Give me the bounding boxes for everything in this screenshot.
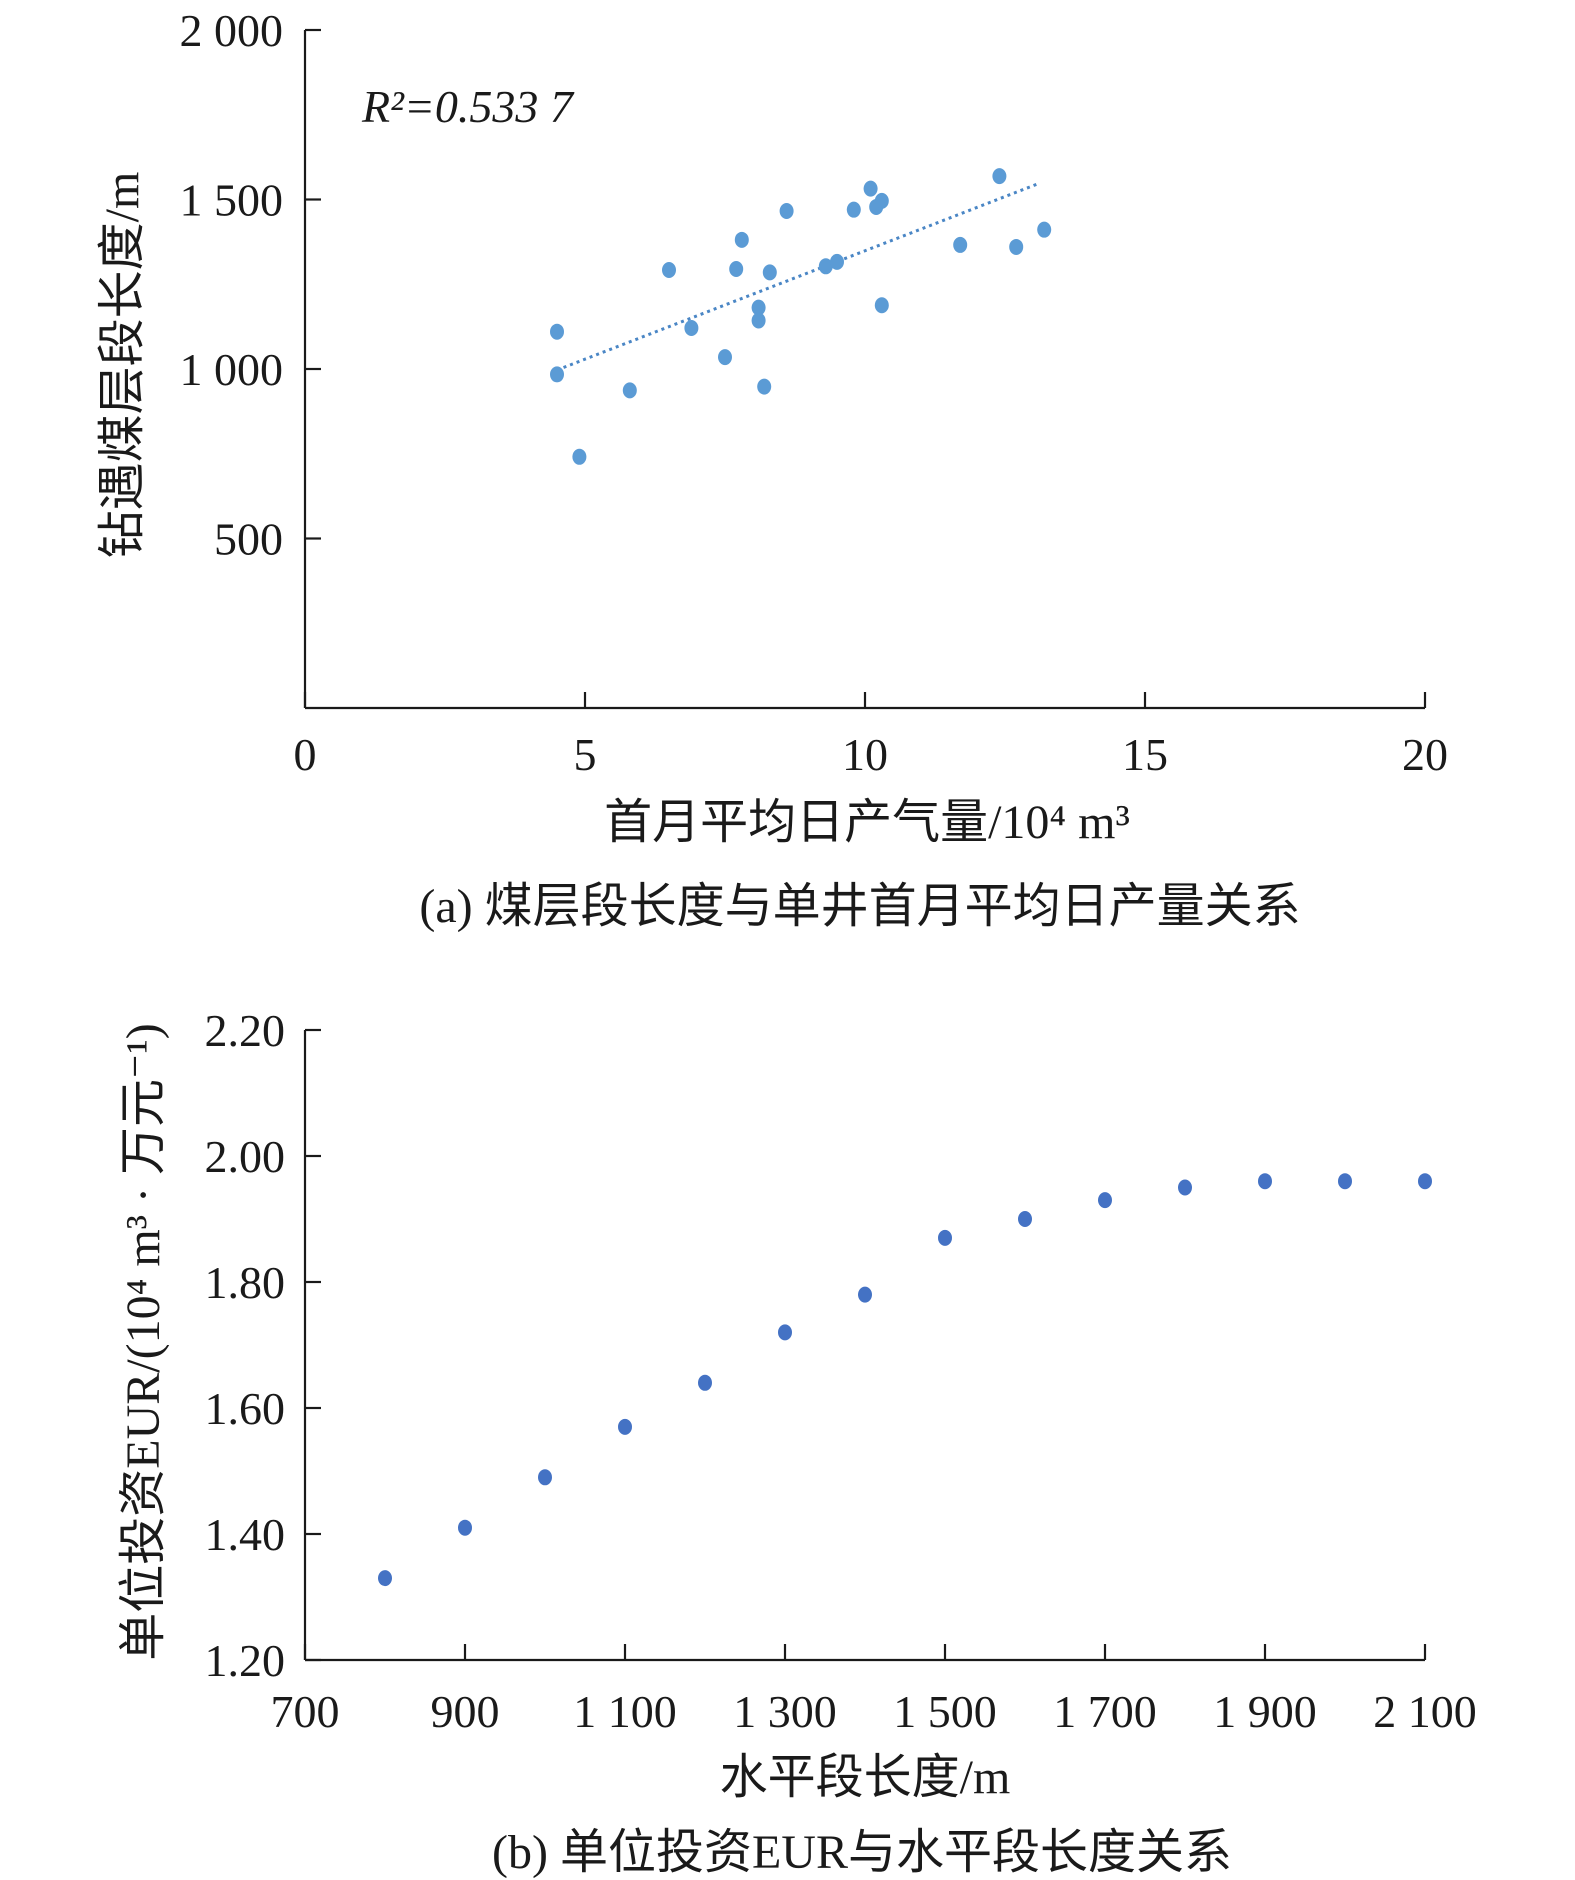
chart-b-ylabel: 单位投资EUR/(10⁴ m³ · 万元⁻¹) [117,1023,170,1660]
chart-a-y-tick-label: 500 [214,514,283,565]
chart-a-point [992,168,1007,185]
chart-a-points [550,168,1052,465]
chart-a-point [863,180,878,197]
chart-b: 700 900 1 100 1 300 1 500 1 700 1 900 2 100 1.20… [117,1005,1477,1879]
chart-a-point [734,231,749,248]
chart-b-point [1018,1211,1032,1227]
chart-a-point [729,260,744,277]
chart-b-y-tick-label: 1.60 [205,1383,286,1434]
chart-a-point [874,192,889,209]
chart-b-x-tick-label: 2 100 [1373,1686,1477,1737]
chart-b-point [618,1418,632,1435]
chart-b-caption: (b) 单位投资EUR与水平段长度关系 [492,1826,1232,1879]
chart-b-point [378,1570,392,1587]
chart-a-trendline [556,182,1040,372]
chart-a-point [718,349,732,366]
chart-a-point [622,382,637,399]
chart-b-y-tick-label: 1.40 [205,1509,286,1560]
chart-a-point [779,203,794,220]
chart-b-x-tick-label: 700 [271,1686,340,1737]
chart-a-point [572,448,587,465]
chart-b-x-tick-label: 900 [431,1686,500,1737]
chart-b-x-tick-label: 1 900 [1213,1686,1317,1737]
chart-b-y-tick-label: 1.80 [205,1257,286,1308]
chart-b-point [1418,1173,1432,1190]
chart-b-point [538,1469,552,1486]
chart-a-x-tick-label: 10 [842,729,888,780]
chart-a-y-tick-label: 2 000 [180,5,284,56]
chart-a-point [662,262,676,279]
chart-b-ticks: 700 900 1 100 1 300 1 500 1 700 1 900 2 100 1.20… [205,1005,1477,1737]
chart-a-x-tick-label: 5 [574,729,597,780]
chart-a-ticks: 0 5 10 15 20 500 1 000 1 500 2 000 [180,5,1449,780]
chart-b-x-tick-label: 1 700 [1053,1686,1157,1737]
chart-a-point [757,378,772,395]
chart-b-x-tick-label: 1 300 [733,1686,837,1737]
chart-b-axes [303,1030,1425,1662]
chart-a-point [751,312,766,329]
chart-a-point [1037,221,1052,238]
chart-b-point [1258,1173,1272,1190]
chart-b-point [938,1229,952,1246]
chart-b-xlabel: 水平段长度/m [720,1751,1011,1804]
chart-a-caption: (a) 煤层段长度与单井首月平均日产量关系 [419,880,1300,933]
chart-a-point [846,201,861,218]
chart-b-y-tick-label: 1.20 [205,1635,286,1686]
chart-a-x-tick-label: 20 [1402,729,1448,780]
chart-b-point [858,1286,872,1303]
chart-b-y-tick-label: 2.20 [205,1005,286,1056]
chart-a-ylabel: 钻遇煤层段长度/m [96,172,149,559]
chart-b-point [778,1324,792,1341]
chart-b-y-tick-label: 2.00 [205,1131,286,1182]
chart-b-x-tick-label: 1 100 [573,1686,677,1737]
chart-a-point [762,264,777,281]
chart-a-point [1009,238,1024,255]
chart-b-point [1098,1192,1112,1209]
chart-a-y-tick-label: 1 000 [180,344,284,395]
chart-b-point [1338,1173,1352,1190]
chart-b-point [458,1519,472,1536]
chart-a-point [550,366,564,383]
chart-a-trendline-group [556,182,1040,372]
chart-a-point [550,323,564,340]
chart-a-y-tick-label: 1 500 [180,175,284,226]
chart-a-xlabel: 首月平均日产气量/10⁴ m³ [604,796,1130,849]
chart-a-point [818,258,833,275]
chart-b-x-tick-label: 1 500 [893,1686,997,1737]
chart-a-point [684,319,699,336]
chart-a: 0 5 10 15 20 500 1 000 1 500 2 000 R²=0.533 7 首月… [96,5,1448,933]
chart-b-point [1178,1179,1192,1196]
chart-a-point [874,297,889,314]
chart-a-point [751,299,766,316]
chart-a-r2-annotation: R²=0.533 7 [361,81,575,132]
chart-a-x-tick-label: 15 [1122,729,1168,780]
chart-b-point [698,1374,712,1391]
chart-a-x-tick-label: 0 [294,729,317,780]
chart-a-point [953,236,968,253]
chart-a-point [830,253,844,270]
chart-b-points [378,1173,1432,1587]
